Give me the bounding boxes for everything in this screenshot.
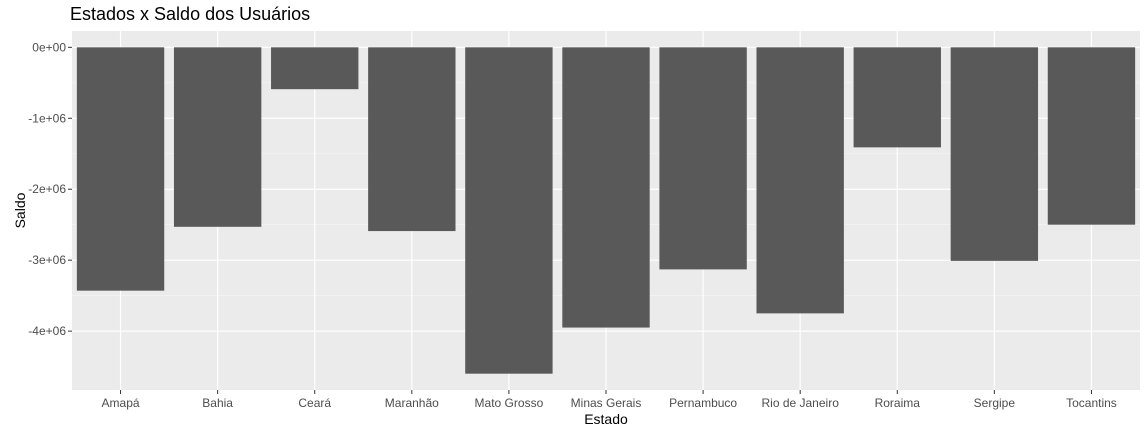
x-tick-label: Ceará <box>298 396 331 410</box>
x-tick-label: Roraima <box>875 396 921 410</box>
bar-roraima <box>853 47 941 148</box>
bar-sergipe <box>950 47 1039 261</box>
bar-amapá <box>76 47 165 291</box>
x-tick-label: Sergipe <box>974 396 1016 410</box>
x-tick-label: Pernambuco <box>669 396 737 410</box>
y-axis-ticks: 0e+00 -1e+06 -2e+06 -3e+06 -4e+06 <box>28 40 72 338</box>
x-tick-label: Bahia <box>202 396 233 410</box>
chart-title: Estados x Saldo dos Usuários <box>70 4 311 24</box>
bar-minas-gerais <box>562 47 650 328</box>
x-tick-label: Tocantins <box>1066 396 1117 410</box>
bar-mato-grosso <box>465 47 553 374</box>
y-tick-label: -4e+06 <box>28 324 66 338</box>
x-tick-label: Amapá <box>102 396 140 410</box>
y-tick-label: -2e+06 <box>28 182 66 196</box>
y-axis-title: Saldo <box>12 192 28 228</box>
bar-bahia <box>173 47 262 227</box>
x-tick-label: Rio de Janeiro <box>761 396 839 410</box>
bar-tocantins <box>1047 47 1136 225</box>
y-tick-label: -3e+06 <box>28 253 66 267</box>
bar-maranhão <box>368 47 456 232</box>
x-tick-label: Minas Gerais <box>571 396 642 410</box>
bar-ceará <box>271 47 359 90</box>
x-tick-label: Mato Grosso <box>475 396 544 410</box>
bar-rio-de-janeiro <box>756 47 844 314</box>
x-axis-ticks: Amapá Bahia Ceará Maranhão Mato Grosso Minas … <box>102 390 1117 410</box>
bars <box>76 47 1136 374</box>
y-tick-label: -1e+06 <box>28 111 66 125</box>
y-tick-label: 0e+00 <box>32 40 66 54</box>
x-tick-label: Maranhão <box>385 396 439 410</box>
x-axis-title: Estado <box>584 411 628 427</box>
bar-pernambuco <box>659 47 747 270</box>
